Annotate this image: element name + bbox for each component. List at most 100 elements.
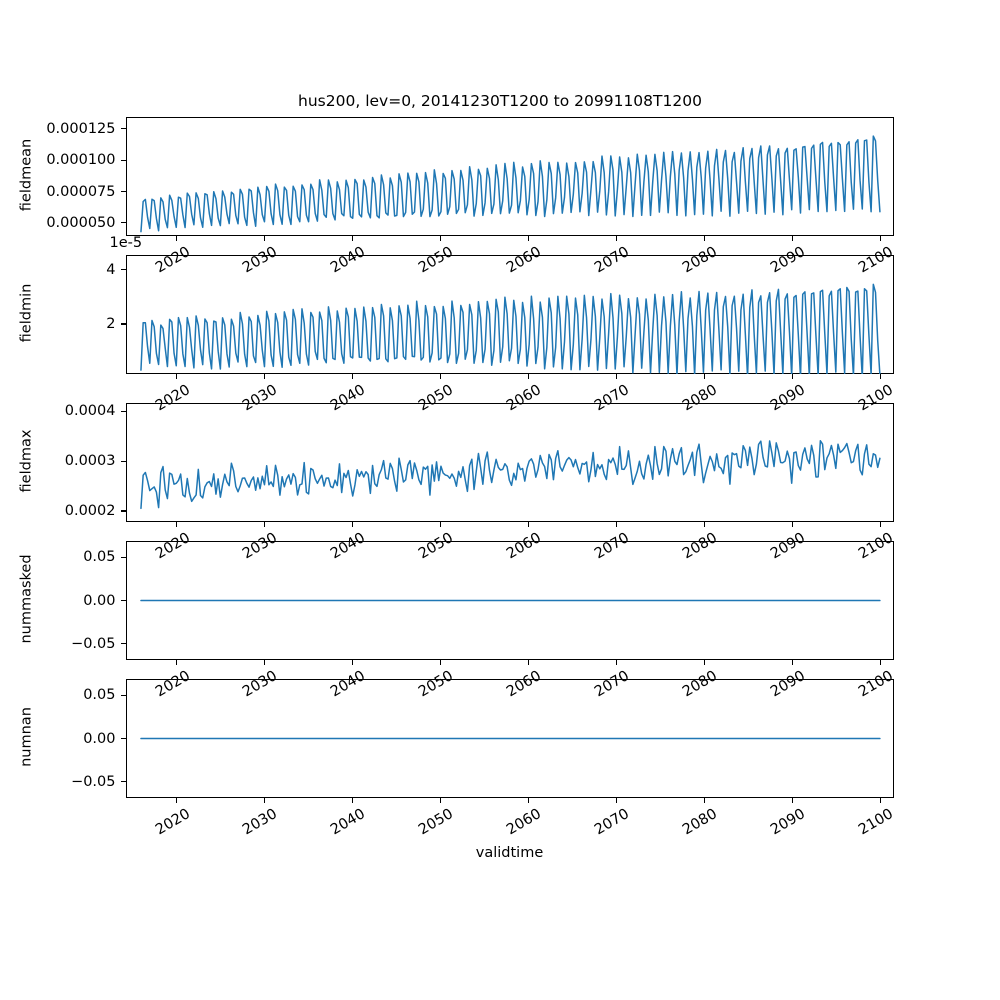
x-tick-mark xyxy=(439,798,441,803)
y-tick-label-fieldmax: 0.0002 xyxy=(64,503,116,520)
y-tick-mark-numnan xyxy=(120,694,126,696)
x-tick-mark xyxy=(527,660,529,665)
x-tick-mark xyxy=(791,374,793,379)
plot-area-fieldmean xyxy=(126,117,894,236)
y-tick-label-fieldmin: 4 xyxy=(106,261,116,278)
y-tick-mark-fieldmax xyxy=(120,460,126,462)
x-tick-mark xyxy=(703,236,705,241)
y-tick-label-fieldmean: 0.000075 xyxy=(46,183,116,200)
y-tick-label-nummasked: 0.00 xyxy=(83,592,116,609)
subplot-fieldmean xyxy=(125,117,894,236)
x-tick-mark xyxy=(175,522,178,527)
x-tick-mark xyxy=(351,374,353,379)
x-tick-mark xyxy=(791,798,793,803)
y-tick-mark-fieldmean xyxy=(120,128,126,130)
x-tick-mark xyxy=(615,660,617,665)
x-tick-mark xyxy=(879,374,881,379)
x-tick-label: 2040 xyxy=(328,806,369,839)
y-tick-label-fieldmax: 0.0003 xyxy=(64,453,116,470)
x-tick-mark xyxy=(439,374,441,379)
y-tick-label-numnan: −0.05 xyxy=(71,773,116,790)
x-tick-label: 2030 xyxy=(240,806,281,839)
y-tick-label-nummasked: −0.05 xyxy=(71,635,116,652)
x-tick-mark xyxy=(527,374,529,379)
x-tick-mark xyxy=(791,522,793,527)
x-axis-label: validtime xyxy=(475,845,544,861)
plot-area-fieldmin xyxy=(126,255,894,374)
y-tick-label-fieldmin: 2 xyxy=(106,315,116,332)
y-axis-offset-text-fieldmin: 1e-5 xyxy=(109,235,143,251)
y-tick-label-fieldmax: 0.0004 xyxy=(64,403,116,420)
x-tick-mark xyxy=(879,522,881,527)
x-tick-mark xyxy=(791,660,793,665)
x-tick-mark xyxy=(351,522,353,527)
x-tick-mark xyxy=(527,236,529,241)
x-tick-mark xyxy=(175,374,178,379)
x-tick-label: 2020 xyxy=(152,806,193,839)
x-tick-mark xyxy=(703,374,705,379)
x-tick-label: 2080 xyxy=(680,806,721,839)
x-tick-mark xyxy=(615,798,617,803)
x-tick-mark xyxy=(263,798,266,803)
x-tick-mark xyxy=(351,798,353,803)
data-line-fieldmean xyxy=(140,136,879,232)
plot-area-fieldmax xyxy=(126,403,894,522)
y-axis-label-numnan: numnan xyxy=(18,706,35,767)
plot-area-nummasked xyxy=(126,541,894,660)
x-tick-mark xyxy=(175,236,178,241)
y-tick-mark-nummasked xyxy=(120,643,126,645)
x-tick-label: 2090 xyxy=(768,806,809,839)
y-tick-label-fieldmean: 0.000125 xyxy=(46,120,116,137)
y-tick-mark-fieldmax xyxy=(120,510,126,512)
y-tick-mark-numnan xyxy=(120,781,126,783)
x-tick-mark xyxy=(615,522,617,527)
x-tick-mark xyxy=(615,236,617,241)
data-line-fieldmax xyxy=(140,441,879,509)
x-tick-label: 2050 xyxy=(416,806,457,839)
data-line-fieldmin xyxy=(140,284,879,374)
subplot-fieldmax xyxy=(125,403,894,522)
x-tick-mark xyxy=(439,522,441,527)
y-tick-mark-fieldmean xyxy=(120,222,126,224)
x-tick-mark xyxy=(263,236,266,241)
x-tick-mark xyxy=(175,798,178,803)
x-tick-mark xyxy=(351,660,353,665)
x-tick-mark xyxy=(351,236,353,241)
x-tick-label: 2060 xyxy=(504,806,545,839)
x-tick-mark xyxy=(791,236,793,241)
x-tick-mark xyxy=(439,660,441,665)
y-tick-label-nummasked: 0.05 xyxy=(83,549,116,566)
x-tick-mark xyxy=(879,660,881,665)
y-tick-mark-fieldmean xyxy=(120,159,126,161)
x-tick-mark xyxy=(703,660,705,665)
x-tick-mark xyxy=(703,798,705,803)
subplot-nummasked xyxy=(125,541,894,660)
y-tick-mark-fieldmean xyxy=(120,190,126,193)
x-tick-mark xyxy=(439,236,441,241)
x-tick-mark xyxy=(615,374,617,379)
x-tick-label: 2100 xyxy=(856,806,897,839)
axes-frame-fieldmax xyxy=(125,403,894,522)
y-tick-label-numnan: 0.00 xyxy=(83,730,116,747)
x-tick-mark xyxy=(263,374,266,379)
y-tick-mark-nummasked xyxy=(120,599,126,602)
x-tick-mark xyxy=(879,798,881,803)
x-tick-mark xyxy=(527,522,529,527)
y-tick-mark-fieldmax xyxy=(120,410,126,412)
x-tick-label: 2070 xyxy=(592,806,633,839)
y-tick-mark-nummasked xyxy=(120,556,126,558)
x-tick-mark xyxy=(263,660,266,665)
subplot-numnan xyxy=(125,679,894,798)
y-tick-mark-numnan xyxy=(120,737,126,740)
x-tick-mark xyxy=(175,660,178,665)
x-tick-mark xyxy=(263,522,266,527)
y-tick-mark-fieldmin xyxy=(120,323,126,325)
x-tick-mark xyxy=(527,798,529,803)
y-tick-label-fieldmean: 0.000050 xyxy=(46,214,116,231)
chart-title: hus200, lev=0, 20141230T1200 to 20991108… xyxy=(298,92,702,110)
subplot-fieldmin xyxy=(125,255,894,374)
plot-area-numnan xyxy=(126,679,894,798)
x-tick-mark xyxy=(879,236,881,241)
y-tick-mark-fieldmin xyxy=(120,269,126,271)
